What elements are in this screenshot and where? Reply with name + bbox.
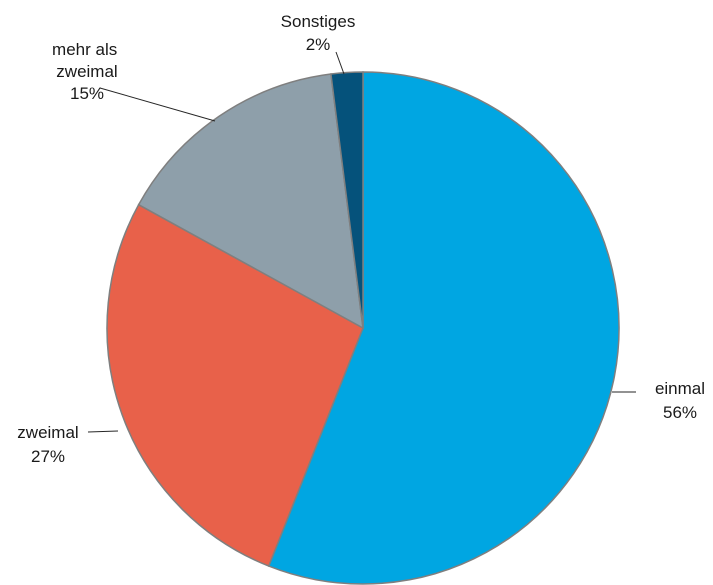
pie-slices — [106, 71, 620, 585]
pie-slice-zweimal — [106, 203, 364, 567]
slice-label-mehr-als-zweimal-line-2: zweimal — [56, 62, 117, 81]
slice-label-einmal-name: einmal — [655, 379, 705, 398]
slice-labels: Sonstiges 2% mehr als zweimal 15% zweima… — [17, 12, 705, 466]
pie-slice-mehr-als-zweimal — [137, 73, 364, 330]
slice-label-einmal-value: 56% — [663, 403, 697, 422]
leader-line-zweimal — [87, 430, 119, 433]
leader-line-sonstiges — [335, 51, 345, 75]
slice-label-mehr-als-zweimal-value: 15% — [70, 84, 104, 103]
slice-label-sonstiges-name: Sonstiges — [281, 12, 356, 31]
pie-slice-einmal — [267, 71, 620, 585]
slice-label-sonstiges-value: 2% — [306, 35, 331, 54]
leader-line-mehr-als-zweimal — [99, 87, 216, 122]
pie-slice-sonstiges — [330, 71, 364, 329]
slice-label-mehr-als-zweimal-line-1: mehr als — [52, 40, 117, 59]
slice-label-mehr-als-zweimal-name: mehr als zweimal — [52, 40, 122, 81]
slice-label-zweimal-name: zweimal — [17, 423, 78, 442]
slice-label-zweimal-value: 27% — [31, 447, 65, 466]
leader-lines — [87, 51, 636, 433]
